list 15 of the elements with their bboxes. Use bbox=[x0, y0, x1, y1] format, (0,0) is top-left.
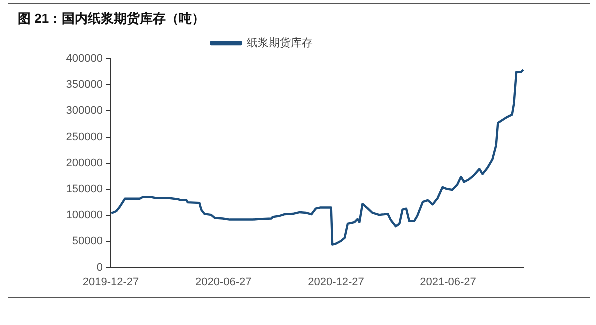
y-tick-label: 100000 bbox=[66, 210, 103, 222]
y-tick-label: 400000 bbox=[66, 53, 103, 66]
y-tick-label: 0 bbox=[96, 262, 103, 274]
chart-title: 图 21：国内纸浆期货库存（吨） bbox=[18, 10, 206, 28]
y-tick-label: 50000 bbox=[72, 236, 103, 248]
legend-label: 纸浆期货库存 bbox=[246, 36, 313, 50]
y-tick-label: 250000 bbox=[66, 131, 103, 144]
x-tick-label: 2019-12-27 bbox=[82, 276, 140, 288]
y-tick-label: 350000 bbox=[66, 79, 103, 92]
y-tick-label: 200000 bbox=[66, 157, 103, 170]
x-tick-label: 2021-06-27 bbox=[420, 276, 476, 288]
y-tick-label: 150000 bbox=[66, 184, 103, 196]
x-tick-label: 2020-06-27 bbox=[195, 276, 252, 288]
x-tick-label: 2020-12-27 bbox=[308, 276, 364, 288]
y-tick-label: 300000 bbox=[66, 105, 103, 118]
